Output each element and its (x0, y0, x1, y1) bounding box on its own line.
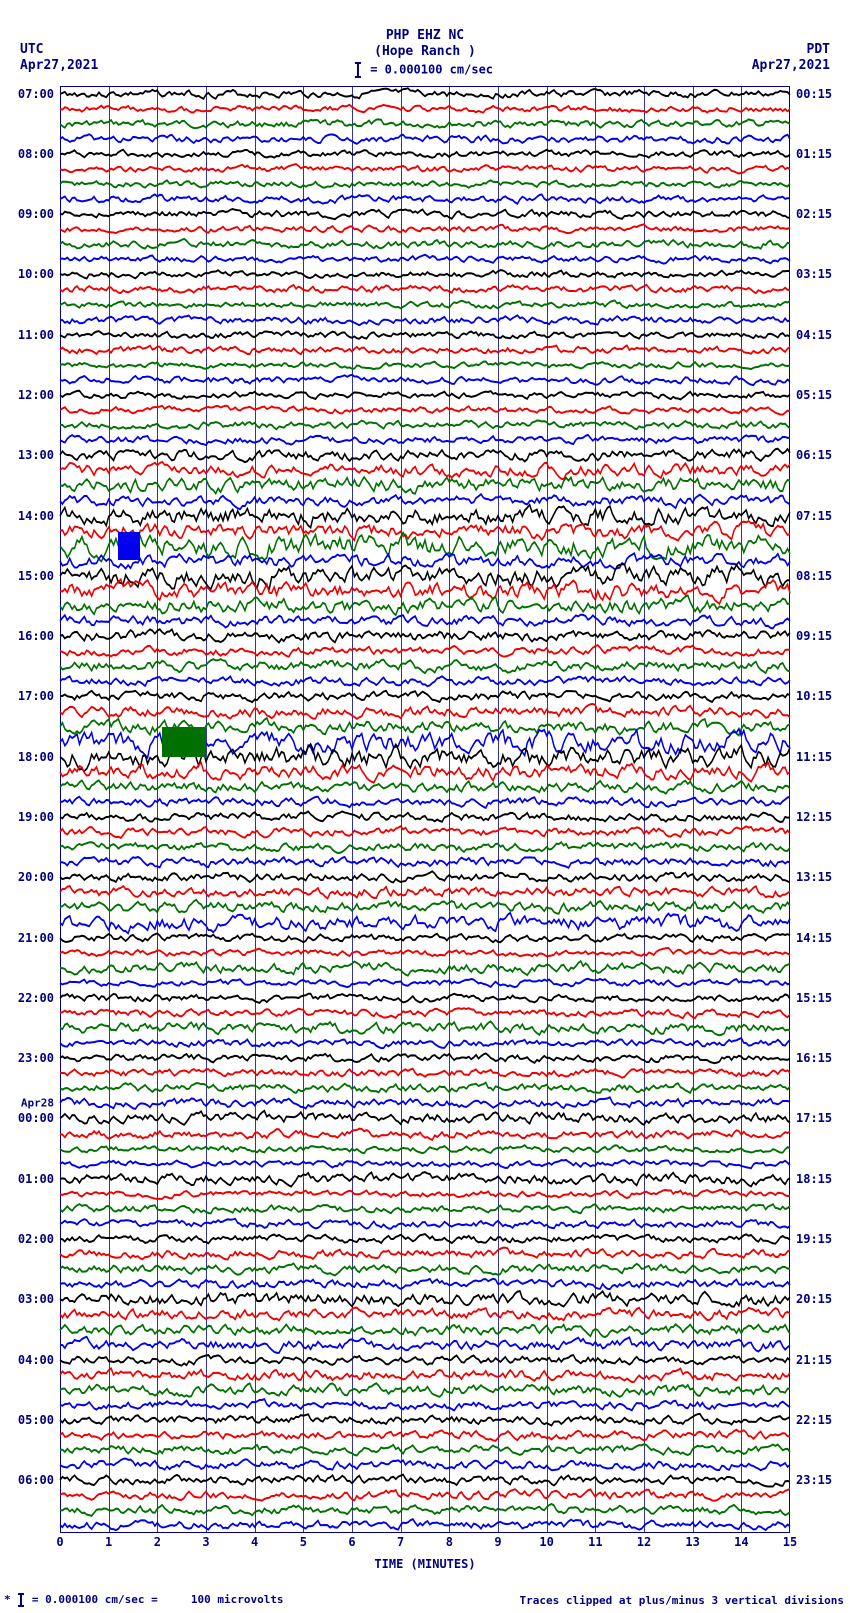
x-tick: 5 (300, 1535, 307, 1549)
time-label: 11:00 (18, 329, 54, 341)
x-tick: 6 (348, 1535, 355, 1549)
time-label: 13:00 (18, 449, 54, 461)
x-tick: 9 (494, 1535, 501, 1549)
time-label: 04:15 (796, 329, 832, 341)
time-label: 08:00 (18, 148, 54, 160)
x-tick: 8 (446, 1535, 453, 1549)
time-label: 08:15 (796, 570, 832, 582)
station-title: PHP EHZ NC (Hope Ranch ) (374, 28, 476, 59)
time-label: 01:15 (796, 148, 832, 160)
station-name: (Hope Ranch ) (374, 44, 476, 60)
tz-right-tz: PDT (752, 42, 830, 58)
time-label: 20:15 (796, 1293, 832, 1305)
time-label: 14:15 (796, 932, 832, 944)
footer-scale: = 0.000100 cm/sec = (32, 1593, 158, 1606)
date-rollover-label: Apr28 (21, 1098, 54, 1109)
seismic-event (118, 532, 140, 560)
time-label: 16:15 (796, 1052, 832, 1064)
x-tick: 3 (202, 1535, 209, 1549)
timezone-left: UTC Apr27,2021 (20, 42, 98, 73)
time-label: 12:15 (796, 811, 832, 823)
time-label: 12:00 (18, 389, 54, 401)
time-label: 23:00 (18, 1052, 54, 1064)
time-label: 10:15 (796, 690, 832, 702)
x-tick: 13 (685, 1535, 699, 1549)
time-label: 06:00 (18, 1474, 54, 1486)
time-label: 07:15 (796, 510, 832, 522)
seismic-event (162, 727, 206, 757)
traces-layer (60, 86, 790, 1533)
footer-left: * = 0.000100 cm/sec = 100 microvolts (4, 1593, 284, 1607)
x-tick: 2 (154, 1535, 161, 1549)
time-label: 02:00 (18, 1233, 54, 1245)
x-tick: 1 (105, 1535, 112, 1549)
time-label: 15:15 (796, 992, 832, 1004)
time-label: 02:15 (796, 208, 832, 220)
tz-left-tz: UTC (20, 42, 98, 58)
tz-right-date: Apr27,2021 (752, 58, 830, 74)
time-label: 16:00 (18, 630, 54, 642)
x-tick: 11 (588, 1535, 602, 1549)
time-label: 14:00 (18, 510, 54, 522)
time-label: 10:00 (18, 268, 54, 280)
x-tick: 4 (251, 1535, 258, 1549)
station-code: PHP EHZ NC (374, 28, 476, 44)
tz-left-date: Apr27,2021 (20, 58, 98, 74)
time-label: 05:15 (796, 389, 832, 401)
time-label: 03:15 (796, 268, 832, 280)
footer-pre: * (4, 1593, 11, 1606)
x-tick: 0 (56, 1535, 63, 1549)
time-label: 01:00 (18, 1173, 54, 1185)
time-label: 00:00 (18, 1112, 54, 1124)
time-label: 17:15 (796, 1112, 832, 1124)
timezone-right: PDT Apr27,2021 (752, 42, 830, 73)
time-label: 15:00 (18, 570, 54, 582)
x-tick: 7 (397, 1535, 404, 1549)
time-label: 09:00 (18, 208, 54, 220)
left-time-labels: 07:00 08:00 09:00 10:00 11:00 12:00 13:00 14:00… (0, 86, 58, 1533)
x-tick: 14 (734, 1535, 748, 1549)
time-label: 17:00 (18, 690, 54, 702)
time-label: 23:15 (796, 1474, 832, 1486)
right-time-labels: 00:15 01:15 02:15 03:15 04:15 05:15 06:15 07:15… (792, 86, 850, 1533)
x-tick: 12 (637, 1535, 651, 1549)
time-label: 06:15 (796, 449, 832, 461)
x-tick: 15 (783, 1535, 797, 1549)
time-label: 21:15 (796, 1354, 832, 1366)
time-label: 22:15 (796, 1414, 832, 1426)
time-label: 19:15 (796, 1233, 832, 1245)
time-label: 03:00 (18, 1293, 54, 1305)
time-label: 13:15 (796, 871, 832, 883)
time-label: 11:15 (796, 751, 832, 763)
plot-area (60, 86, 790, 1533)
footer-scale-bar-icon (20, 1593, 22, 1607)
x-axis-title: TIME (MINUTES) (374, 1557, 475, 1571)
x-tick: 10 (539, 1535, 553, 1549)
footer-micro: 100 microvolts (191, 1593, 284, 1606)
seismogram-container: PHP EHZ NC (Hope Ranch ) = 0.000100 cm/s… (0, 0, 850, 1613)
time-label: 07:00 (18, 88, 54, 100)
time-label: 21:00 (18, 932, 54, 944)
time-label: 00:15 (796, 88, 832, 100)
time-label: 19:00 (18, 811, 54, 823)
header: PHP EHZ NC (Hope Ranch ) = 0.000100 cm/s… (0, 0, 850, 80)
time-label: 09:15 (796, 630, 832, 642)
footer-right: Traces clipped at plus/minus 3 vertical … (519, 1594, 844, 1607)
time-label: 04:00 (18, 1354, 54, 1366)
time-label: 18:15 (796, 1173, 832, 1185)
time-label: 20:00 (18, 871, 54, 883)
time-label: 05:00 (18, 1414, 54, 1426)
time-label: 22:00 (18, 992, 54, 1004)
time-label: 18:00 (18, 751, 54, 763)
